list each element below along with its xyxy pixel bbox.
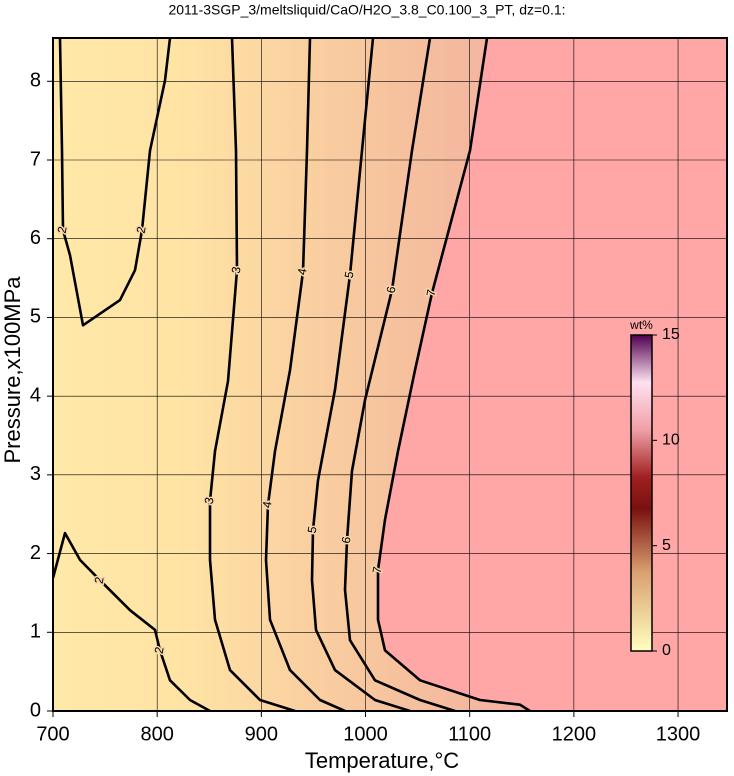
contour-line: [343, 38, 456, 711]
contour-line: [58, 38, 172, 327]
colorbar-tick-label: 5: [662, 537, 671, 554]
y-tick-label: 1: [30, 621, 41, 643]
x-tick-label: 800: [140, 723, 173, 745]
contour-line: [376, 38, 531, 711]
x-axis-label: Temperature,°C: [305, 748, 459, 773]
chart-title: 2011-3SGP_3/meltsliquid/CaO/H2O_3.8_C0.1…: [168, 2, 565, 18]
y-tick-label: 8: [30, 70, 41, 92]
contour-line: [264, 38, 346, 711]
x-tick-label: 700: [36, 723, 69, 745]
x-tick-label: 1100: [448, 723, 491, 745]
y-tick-label: 3: [30, 463, 41, 485]
overlay: 700 800 900 1000 1100 1200 1300 0 1 2 3 4 5 6 7 8 wt% 0 5 1…: [30, 37, 728, 745]
plot-frame: [52, 37, 728, 712]
y-tick-label: 6: [30, 227, 41, 249]
x-tick-label: 1200: [552, 723, 597, 745]
y-tick-label: 7: [30, 148, 41, 170]
y-tick-label: 0: [30, 699, 41, 721]
y-tick-label: 2: [30, 542, 41, 564]
y-axis-label: Pressure,x100MPa: [0, 276, 25, 464]
colorbar-label: wt%: [629, 318, 653, 332]
colorbar-tick-label: 15: [662, 326, 680, 343]
x-tick-label: 900: [245, 723, 278, 745]
contour-line: [310, 38, 411, 711]
colorbar: [630, 334, 653, 652]
x-tick-label: 1000: [343, 723, 388, 745]
contour-line: [208, 38, 296, 711]
y-tick-label: 5: [30, 306, 41, 328]
colorbar-tick-label: 10: [662, 432, 680, 449]
y-tick-label: 4: [30, 384, 41, 406]
colorbar-tick-label: 0: [662, 642, 671, 659]
contour-line: [53, 531, 211, 711]
x-tick-label: 1300: [656, 723, 701, 745]
